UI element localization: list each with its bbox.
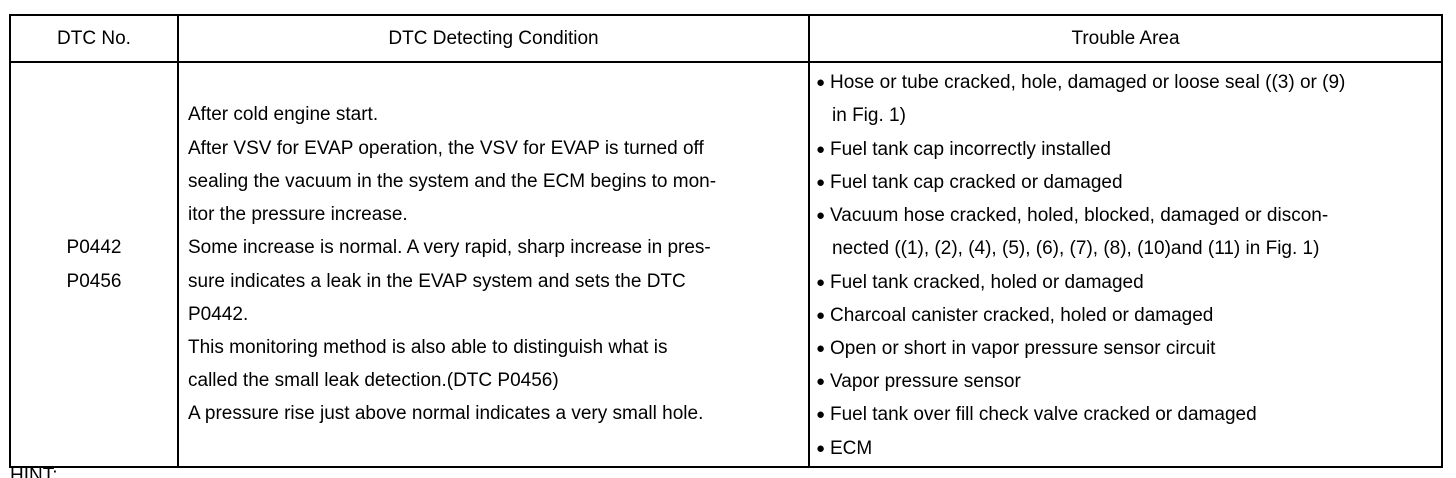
bullet-icon: ● (816, 140, 826, 158)
trouble-line: ● Vapor pressure sensor (816, 365, 1435, 398)
trouble-item: ● Vacuum hose cracked, holed, blocked, da… (816, 199, 1435, 265)
trouble-line: ● Open or short in vapor pressure sensor … (816, 332, 1435, 365)
dtc-table: DTC No. DTC Detecting Condition Trouble … (9, 14, 1443, 468)
trouble-area-cell: ● Hose or tube cracked, hole, damaged or … (808, 61, 1443, 468)
bullet-icon: ● (816, 339, 826, 357)
trouble-area-list: ● Hose or tube cracked, hole, damaged or … (816, 66, 1435, 464)
dtc-code: P0442 (66, 237, 122, 259)
condition-line: After VSV for EVAP operation, the VSV fo… (188, 137, 704, 159)
condition-line: itor the pressure increase. (188, 204, 408, 226)
trouble-item: ● ECM (816, 432, 1435, 465)
trouble-item: ● Fuel tank cap incorrectly installed (816, 133, 1435, 166)
condition-line: Some increase is normal. A very rapid, s… (188, 237, 711, 259)
trouble-line: ● Fuel tank cracked, holed or damaged (816, 266, 1435, 299)
trouble-line: ● Hose or tube cracked, hole, damaged or … (816, 66, 1435, 99)
header-trouble-area: Trouble Area (808, 14, 1443, 63)
header-detecting-condition: DTC Detecting Condition (177, 14, 810, 63)
trouble-line: ● ECM (816, 432, 1435, 465)
trouble-text: ECM (830, 437, 873, 459)
trouble-line: ● Charcoal canister cracked, holed or dam… (816, 299, 1435, 332)
bullet-icon: ● (816, 406, 826, 424)
condition-line: called the small leak detection.(DTC P04… (188, 370, 559, 392)
trouble-item: ● Charcoal canister cracked, holed or dam… (816, 299, 1435, 332)
trouble-text: Fuel tank cracked, holed or damaged (830, 271, 1144, 293)
trouble-text: in Fig. 1) (832, 105, 906, 127)
detecting-condition-cell: After cold engine start. After VSV for E… (177, 61, 810, 468)
header-dtc-no: DTC No. (9, 14, 179, 63)
table-row: P0442 P0456 After cold engine start. Aft… (9, 61, 1443, 468)
bullet-icon: ● (816, 207, 826, 225)
trouble-item: ● Fuel tank over fill check valve cracked… (816, 398, 1435, 431)
bullet-icon: ● (816, 74, 826, 92)
condition-line: sure indicates a leak in the EVAP system… (188, 270, 686, 292)
trouble-text: Hose or tube cracked, hole, damaged or l… (830, 72, 1346, 94)
condition-line: sealing the vacuum in the system and the… (188, 170, 717, 192)
trouble-text: nected ((1), (2), (4), (5), (6), (7), (8… (832, 238, 1320, 260)
table-body: P0442 P0456 After cold engine start. Aft… (9, 61, 1443, 468)
trouble-line: ● Vacuum hose cracked, holed, blocked, da… (816, 199, 1435, 232)
condition-line: P0442. (188, 303, 249, 325)
trouble-line: nected ((1), (2), (4), (5), (6), (7), (8… (816, 232, 1435, 265)
header-row: DTC No. DTC Detecting Condition Trouble … (9, 14, 1443, 63)
trouble-text: Vacuum hose cracked, holed, blocked, dam… (830, 205, 1329, 227)
bullet-icon: ● (816, 273, 826, 291)
trouble-item: ● Hose or tube cracked, hole, damaged or … (816, 66, 1435, 132)
trouble-item: ● Vapor pressure sensor (816, 365, 1435, 398)
hint-heading-cut: HINT: (10, 466, 58, 478)
trouble-text: Charcoal canister cracked, holed or dama… (830, 304, 1214, 326)
trouble-line: ● Fuel tank cap incorrectly installed (816, 133, 1435, 166)
trouble-line: ● Fuel tank over fill check valve cracked… (816, 398, 1435, 431)
condition-line: This monitoring method is also able to d… (188, 336, 668, 358)
trouble-line: ● Fuel tank cap cracked or damaged (816, 166, 1435, 199)
trouble-text: Fuel tank over fill check valve cracked … (830, 404, 1257, 426)
bullet-icon: ● (816, 173, 826, 191)
dtc-codes-cell: P0442 P0456 (9, 61, 179, 468)
condition-line: A pressure rise just above normal indica… (188, 403, 704, 425)
condition-line: After cold engine start. (188, 104, 379, 126)
dtc-code: P0456 (66, 270, 122, 292)
bullet-icon: ● (816, 439, 826, 457)
trouble-text: Vapor pressure sensor (830, 371, 1021, 393)
bullet-icon: ● (816, 373, 826, 391)
trouble-item: ● Fuel tank cap cracked or damaged (816, 166, 1435, 199)
bullet-icon: ● (816, 306, 826, 324)
table-header: DTC No. DTC Detecting Condition Trouble … (9, 14, 1443, 63)
trouble-text: Open or short in vapor pressure sensor c… (830, 337, 1216, 359)
trouble-item: ● Fuel tank cracked, holed or damaged (816, 266, 1435, 299)
trouble-line: in Fig. 1) (816, 99, 1435, 132)
trouble-item: ● Open or short in vapor pressure sensor … (816, 332, 1435, 365)
trouble-text: Fuel tank cap cracked or damaged (830, 171, 1123, 193)
trouble-text: Fuel tank cap incorrectly installed (830, 138, 1111, 160)
